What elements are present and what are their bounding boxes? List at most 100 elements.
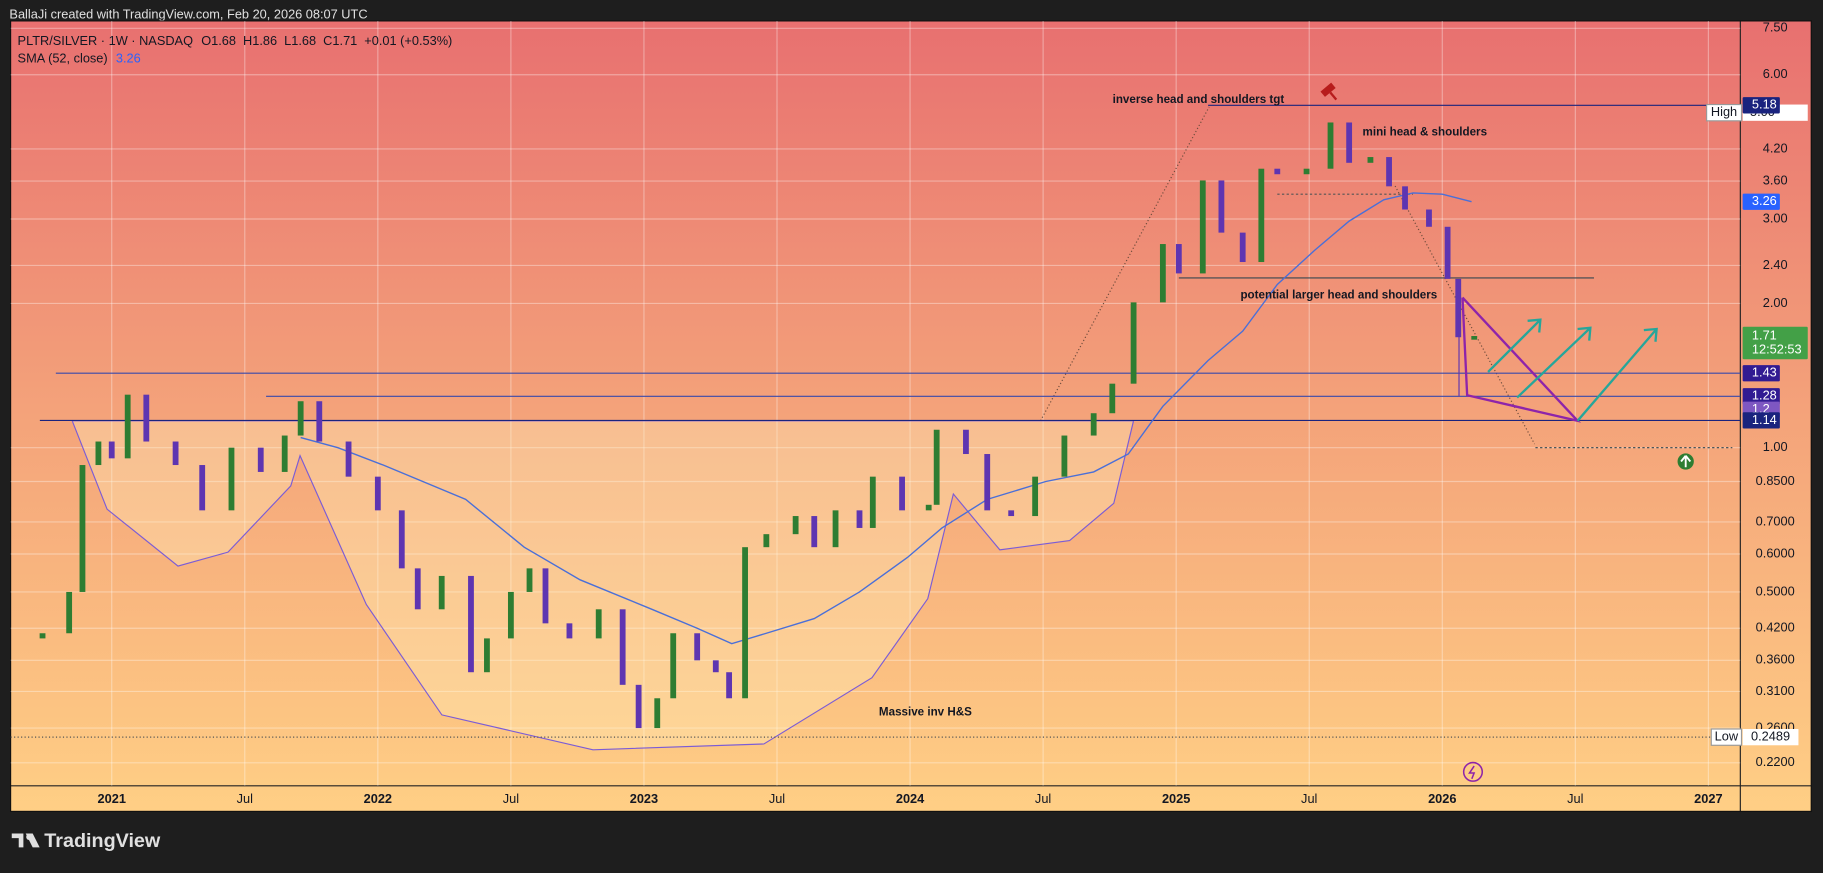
change: +0.01 (+0.53%): [364, 33, 452, 48]
y-tick-label: 3.00: [1763, 210, 1788, 225]
x-tick-label: Jul: [769, 791, 785, 806]
price-label-box: [1742, 193, 1780, 210]
candle: [566, 623, 573, 639]
ohlc-key: C: [323, 33, 332, 48]
candle: [1367, 157, 1374, 163]
candle: [984, 454, 991, 511]
candle: [257, 447, 264, 472]
candle: [281, 435, 288, 472]
arrow: [1487, 318, 1542, 373]
annotation: mini head & shoulders: [1363, 126, 1488, 139]
target-line: [1040, 106, 1210, 422]
arrows: [1487, 318, 1658, 422]
ohlc-value: 1.68: [291, 33, 316, 48]
candle: [1258, 168, 1265, 263]
candle: [316, 401, 323, 442]
candle: [742, 547, 748, 699]
annotation: inverse head and shoulders tgt: [1113, 93, 1285, 106]
candle: [1455, 278, 1462, 338]
annotation: potential larger head and shoulders: [1240, 288, 1437, 301]
event-icon: [1462, 761, 1484, 782]
candle: [619, 609, 626, 685]
x-tick-label: 2023: [630, 791, 658, 806]
price-axis: 7.50 6.00 4.20 3.60 3.00 2.40 2.00 1.00 0.8500 0.…: [1706, 20, 1808, 769]
y-tick-label: 7.50: [1763, 20, 1788, 35]
background: [10, 20, 1812, 812]
x-tick-label: 2025: [1162, 791, 1190, 806]
x-tick-label: 2027: [1694, 791, 1722, 806]
candle: [1327, 122, 1334, 169]
candle: [108, 441, 115, 459]
candle: [1199, 180, 1206, 274]
ohlc-key: H: [243, 33, 252, 48]
candle: [1444, 226, 1451, 279]
low-label-box: [1710, 728, 1743, 746]
candle: [832, 510, 839, 548]
candle: [899, 476, 905, 511]
triangle: [1461, 296, 1582, 423]
low-value-box: [1742, 729, 1799, 746]
candle: [297, 401, 304, 436]
candle: [635, 684, 642, 729]
y-tick-label: 0.8500: [1756, 473, 1795, 488]
grid: [10, 20, 1741, 786]
annotation: Massive inv H&S: [879, 706, 972, 719]
arrow: [1516, 326, 1592, 399]
arrow: [1576, 327, 1658, 422]
low-value: 0.2489: [1751, 729, 1790, 744]
price-label: 3.26: [1752, 193, 1777, 208]
candle: [856, 510, 863, 528]
x-tick-label: 2024: [896, 791, 925, 806]
y-tick-label: 3.60: [1763, 172, 1788, 187]
ohlc-value: 1.71: [332, 33, 357, 48]
candle: [1303, 168, 1310, 175]
legend-sma: SMA (52, close) 3.26: [18, 51, 141, 66]
candle: [712, 660, 719, 673]
header-text: BallaJi created with TradingView.com, Fe…: [9, 6, 367, 21]
candle: [79, 465, 86, 592]
price-label-box: [1742, 412, 1780, 429]
x-tick-label: 2022: [364, 791, 392, 806]
price-label-box: [1742, 97, 1780, 114]
candle: [414, 568, 421, 610]
candle: [1239, 232, 1246, 263]
candle: [694, 633, 701, 661]
ohlc-value: 1.68: [211, 33, 236, 48]
x-tick-label: Jul: [1567, 791, 1583, 806]
candle: [542, 568, 549, 624]
projection-line: [1394, 185, 1536, 445]
candle: [1090, 413, 1097, 436]
candle: [1032, 476, 1039, 517]
candle: [468, 575, 474, 673]
ohlc-key: L: [284, 33, 291, 48]
price-label: 5.18: [1752, 97, 1777, 112]
candle: [172, 441, 179, 466]
plot-border: [10, 20, 1812, 812]
y-tick-label: 0.2200: [1756, 754, 1795, 769]
candle: [124, 394, 131, 459]
candle: [1386, 157, 1392, 187]
candle: [66, 591, 73, 634]
y-tick-label: 6.00: [1763, 66, 1788, 81]
candle: [933, 429, 940, 505]
candle: [507, 591, 514, 639]
candle: [1130, 302, 1137, 384]
candle: [484, 638, 490, 673]
candle: [654, 698, 661, 729]
y-tick-label: 1.00: [1763, 439, 1788, 454]
y-tick-label: 2.00: [1763, 295, 1788, 310]
candle: [811, 516, 818, 548]
legend-symbol: PLTR/SILVER · 1W · NASDAQ O1.68 H1.86 L1…: [18, 33, 453, 48]
x-tick-label: Jul: [237, 791, 253, 806]
x-tick-label: 2026: [1428, 791, 1456, 806]
sma-name: SMA (52, close): [18, 51, 108, 66]
plot: [10, 104, 1741, 738]
candle: [1159, 244, 1166, 303]
candle: [438, 575, 445, 610]
price-label: 1.14: [1752, 412, 1777, 427]
sma-value: 3.26: [116, 51, 141, 66]
price-label: 1.71: [1752, 327, 1777, 342]
price-label: 1.43: [1752, 365, 1777, 380]
